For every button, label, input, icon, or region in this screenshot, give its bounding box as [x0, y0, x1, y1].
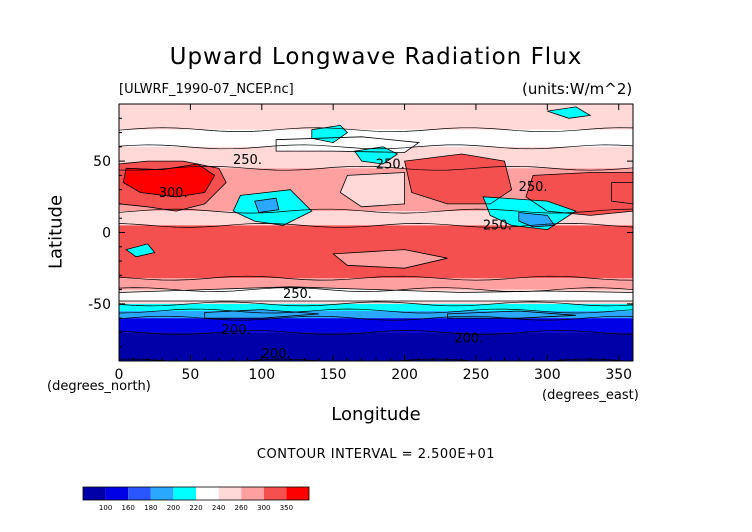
zonal-band	[119, 278, 633, 290]
colorbar-swatch	[83, 487, 106, 500]
x-tick-label: 250	[463, 367, 490, 383]
flux-region	[126, 243, 155, 257]
zonal-band	[119, 104, 633, 130]
flux-region	[333, 249, 448, 269]
flux-region	[254, 198, 279, 213]
y-tick-label: 50	[93, 154, 111, 170]
zonal-band	[119, 332, 633, 361]
colorbar-tick-label: 160	[122, 504, 135, 512]
contour-line	[275, 136, 420, 153]
zonal-band	[119, 311, 633, 319]
contour-label: 300.	[159, 186, 188, 201]
x-tick-label: 200	[391, 367, 418, 383]
contour-line	[332, 249, 448, 269]
colorbar-swatch	[241, 487, 264, 500]
contour-line	[119, 223, 633, 228]
colorbar-tick-label: 260	[235, 504, 248, 512]
x-axis-units: (degrees_east)	[542, 388, 639, 403]
colorbar-swatch	[173, 487, 196, 500]
contour-label: 250.	[519, 180, 548, 195]
y-tick-label: -50	[88, 297, 111, 313]
x-tick-label: 350	[605, 367, 632, 383]
contour-line	[353, 146, 399, 165]
contour-line	[119, 330, 633, 335]
x-axis-label: Longitude	[331, 404, 421, 425]
flux-region	[123, 164, 215, 197]
contour-line	[125, 243, 156, 258]
colorbar: 100 160 180 200 220 240 260 300 350	[82, 486, 310, 512]
colorbar-tick-label: 220	[189, 504, 202, 512]
contour-line	[119, 308, 633, 314]
contour-line	[119, 160, 227, 212]
contour-line	[119, 275, 633, 281]
contour-line	[311, 124, 349, 144]
flux-region	[204, 309, 319, 319]
colorbar-tick-label: 240	[212, 504, 225, 512]
contour-line	[404, 153, 513, 205]
contour-label: 200.	[222, 323, 251, 338]
contour-line	[119, 287, 633, 292]
contour-label: 200.	[454, 331, 483, 346]
units-label: (units:W/m^2)	[522, 80, 633, 98]
colorbar-tick-label: 300	[257, 504, 270, 512]
colorbar-swatch	[128, 487, 151, 500]
colorbar-swatch	[196, 487, 219, 500]
colorbar-swatch	[263, 487, 287, 500]
contour-line	[119, 144, 633, 150]
x-tick-label: 300	[534, 367, 561, 383]
contour-label: 250.	[483, 219, 512, 234]
dataset-name: [ULWRF_1990-07_NCEP.nc]	[119, 82, 294, 97]
contour-line	[119, 208, 633, 214]
contour-label: 250.	[283, 287, 312, 302]
contour-line	[119, 315, 633, 321]
contour-line	[119, 165, 633, 171]
zonal-band	[119, 303, 633, 312]
flux-region	[119, 286, 633, 301]
contour-line	[119, 301, 633, 307]
x-tick-label: 100	[248, 367, 275, 383]
colorbar-tick-label: 100	[99, 504, 112, 512]
x-tick-label: 150	[320, 367, 347, 383]
x-tick-label: 0	[115, 367, 124, 383]
x-tick-label: 50	[181, 367, 199, 383]
contour-line	[547, 106, 592, 119]
flux-region	[340, 172, 405, 207]
colorbar-tick-label: 200	[167, 504, 180, 512]
contour-line	[204, 309, 319, 319]
contour-line	[119, 286, 633, 302]
contour-line	[482, 196, 577, 231]
flux-region	[354, 146, 398, 164]
contour-line	[447, 310, 576, 319]
contour-line	[232, 189, 313, 226]
chart-title: Upward Longwave Radiation Flux	[169, 44, 583, 70]
y-axis-units: (degrees_north)	[47, 379, 151, 394]
colorbar-swatch	[286, 487, 309, 500]
colorbar-tick-label: 350	[280, 504, 293, 512]
colorbar-swatch	[218, 487, 242, 500]
contour-label: 250.	[376, 157, 405, 172]
contour-line	[611, 182, 633, 205]
y-tick-label: 0	[102, 226, 111, 242]
colorbar-frame	[82, 486, 310, 501]
contour-line	[525, 172, 633, 216]
zonal-band	[119, 318, 633, 333]
flux-region	[518, 212, 555, 227]
contour-line	[518, 212, 556, 228]
colorbar-swatch	[105, 487, 129, 500]
contour-interval-note: CONTOUR INTERVAL = 2.500E+01	[256, 447, 496, 462]
contour-line	[254, 197, 280, 213]
contour-label: 250.	[233, 153, 262, 168]
contour-line	[119, 127, 633, 133]
contour-line	[339, 172, 405, 208]
flux-region	[404, 154, 512, 204]
colorbar-tick-label: 180	[144, 504, 157, 512]
colorbar-swatch	[150, 487, 174, 500]
contour-label: 200.	[262, 347, 291, 362]
